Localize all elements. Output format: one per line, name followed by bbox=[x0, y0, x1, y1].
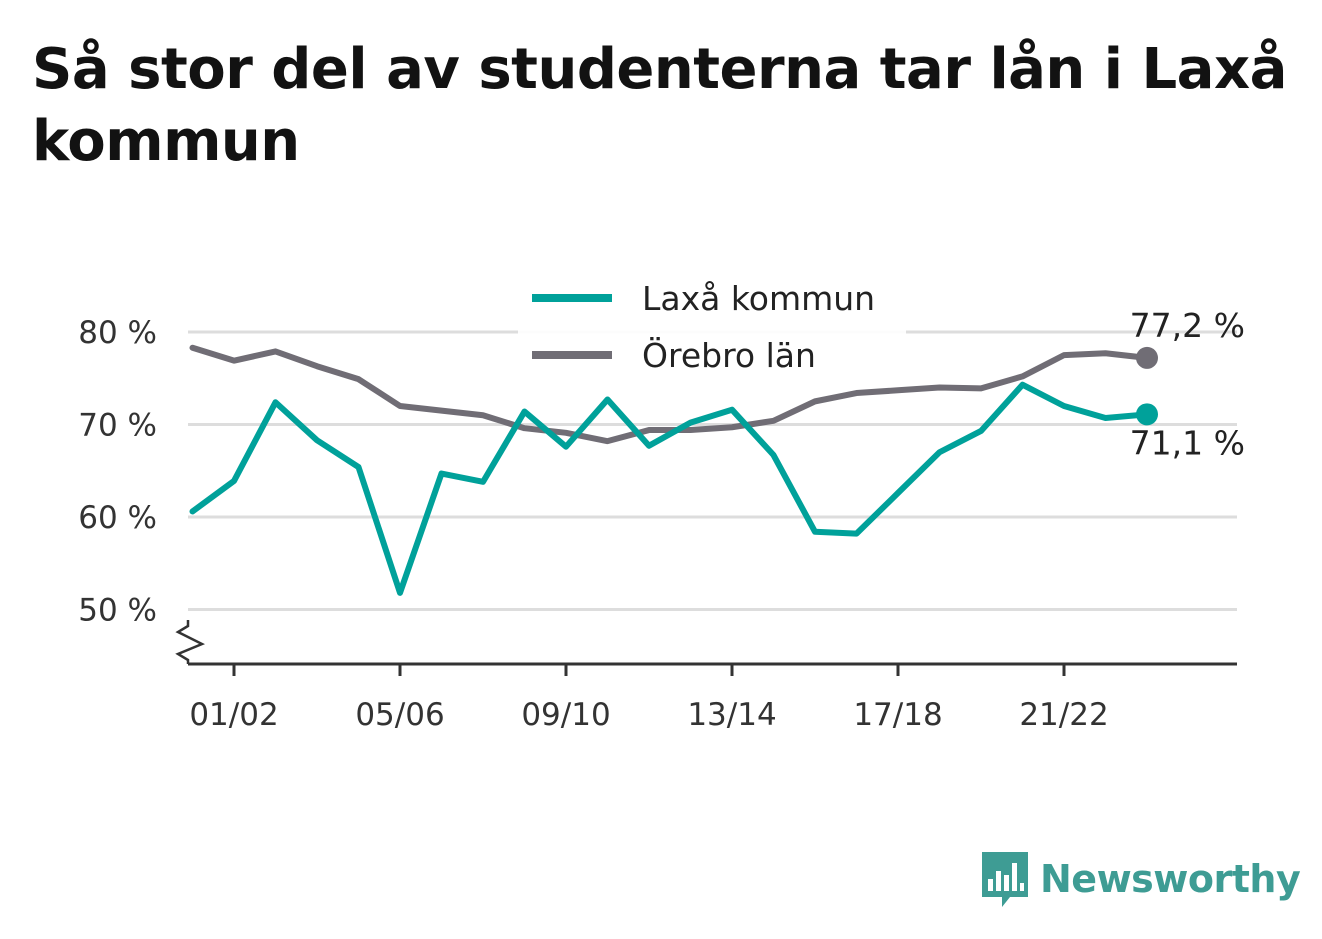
series-line-laxa bbox=[189, 381, 1150, 596]
chart-title: Så stor del av studenterna tar lån i Lax… bbox=[32, 37, 1287, 174]
legend-background bbox=[518, 272, 906, 382]
y-tick-label: 70 % bbox=[78, 408, 157, 444]
brand-name: Newsworthy bbox=[1040, 857, 1301, 901]
newsworthy-logo: Newsworthy bbox=[980, 848, 1301, 910]
end-label-orebro: 77,2 % bbox=[1130, 306, 1245, 345]
x-tick-label: 01/02 bbox=[189, 697, 278, 733]
end-label-laxa: 71,1 % bbox=[1130, 423, 1245, 462]
x-tick-label: 09/10 bbox=[521, 697, 610, 733]
x-tick-label: 05/06 bbox=[355, 697, 444, 733]
x-tick-label: 17/18 bbox=[853, 697, 942, 733]
x-tick-label: 13/14 bbox=[687, 697, 776, 733]
series-line-orebro bbox=[189, 344, 1150, 445]
newsworthy-icon bbox=[982, 852, 1028, 907]
axes: 50 % 60 % 70 % 80 % 01/02 05/06 09/10 13/14 17/1… bbox=[78, 315, 1237, 733]
x-tick-label: 21/22 bbox=[1019, 697, 1108, 733]
legend: Laxå kommun Örebro län bbox=[518, 272, 906, 382]
legend-label: Örebro län bbox=[642, 335, 816, 375]
y-tick-label: 80 % bbox=[78, 315, 157, 351]
end-point-orebro bbox=[1136, 346, 1158, 369]
axis-break bbox=[175, 620, 206, 664]
series-lines bbox=[189, 344, 1158, 596]
legend-label: Laxå kommun bbox=[642, 279, 875, 318]
y-tick-label: 60 % bbox=[78, 500, 157, 536]
end-labels: 77,2 % 71,1 % bbox=[1130, 306, 1245, 462]
y-tick-label: 50 % bbox=[78, 593, 157, 629]
end-point-laxa bbox=[1136, 403, 1158, 426]
